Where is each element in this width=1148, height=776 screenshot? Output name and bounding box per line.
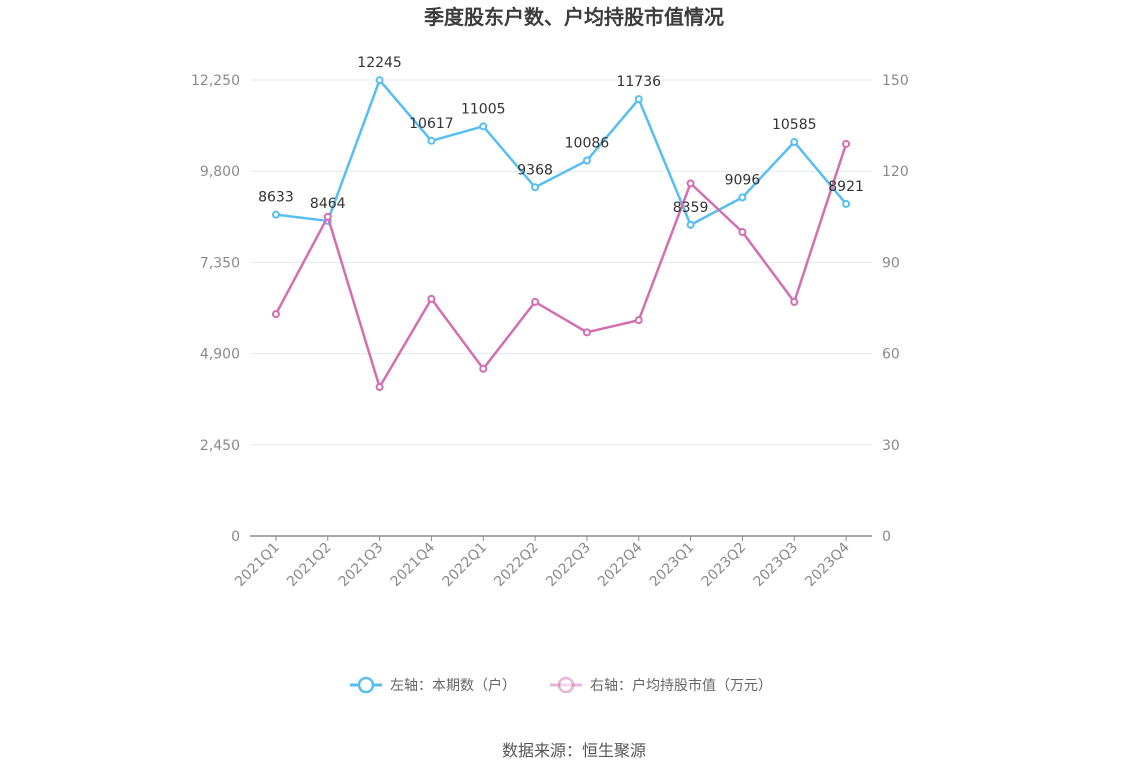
series-2-point[interactable] [323, 212, 332, 221]
right-axis-tick-label: 90 [882, 255, 900, 271]
series-1-point[interactable] [634, 95, 643, 104]
series-1-point[interactable] [427, 136, 436, 145]
left-axis-tick-label: 9,800 [200, 164, 240, 180]
right-axis-tick-label: 120 [882, 164, 909, 180]
series-line-2 [274, 143, 848, 389]
series-2-point[interactable] [271, 310, 280, 319]
x-axis-tick-label: 2023Q4 [802, 539, 853, 590]
x-axis-tick-label: 2021Q3 [336, 540, 387, 591]
series-2-point[interactable] [790, 297, 799, 306]
x-axis-tick-label: 2021Q1 [232, 540, 283, 591]
x-axis-tick-label: 2022Q1 [439, 540, 490, 591]
x-axis-tick-label: 2023Q3 [750, 540, 801, 591]
gridlines [250, 79, 872, 446]
data-label: 8633 [258, 190, 294, 206]
data-labels: 8633 8464 12245 10617 11005 9368 10086 11736 835… [258, 55, 864, 216]
legend-marker [557, 676, 575, 694]
series-line-1 [275, 78, 848, 227]
x-axis-tick-label: 2021Q2 [284, 540, 335, 591]
legend[interactable]: 左轴：本期数（户） 右轴：户均持股市值（万元） [350, 676, 772, 694]
series-1-point[interactable] [686, 220, 695, 229]
series-1-point[interactable] [738, 193, 747, 202]
data-label: 9368 [517, 162, 553, 178]
series-1-point[interactable] [790, 137, 799, 146]
series-2-point[interactable] [427, 294, 436, 303]
data-label: 9096 [725, 172, 761, 188]
left-axis-tick-label: 0 [231, 529, 240, 545]
data-label: 8359 [673, 200, 709, 216]
left-axis-tick-label: 12,250 [191, 73, 240, 89]
left-axis-tick-label: 4,900 [200, 347, 240, 363]
series-2-point[interactable] [531, 297, 540, 306]
chart-title: 季度股东户数、户均持股市值情况 [423, 5, 724, 29]
legend-item-1[interactable]: 左轴：本期数（户） [350, 676, 516, 694]
series-2-point[interactable] [479, 364, 488, 373]
left-axis-tick-label: 2,450 [200, 438, 240, 454]
series-2-point[interactable] [686, 179, 695, 188]
data-label: 10617 [409, 116, 454, 132]
data-label: 11005 [461, 101, 506, 117]
series-layer [271, 76, 851, 392]
data-label: 10585 [772, 117, 817, 133]
data-label: 11736 [616, 74, 661, 90]
x-axis-tick-label: 2022Q3 [543, 540, 594, 591]
legend-label: 左轴：本期数（户） [390, 677, 516, 694]
series-1-point[interactable] [479, 122, 488, 131]
legend-item-2[interactable]: 右轴：户均持股市值（万元） [550, 676, 772, 694]
x-axis-tick-label: 2021Q4 [388, 539, 439, 590]
series-1-point[interactable] [271, 210, 280, 219]
x-axis-tick-label: 2022Q4 [595, 539, 646, 590]
right-axis-tick-label: 30 [882, 438, 900, 454]
x-axis-tick-label: 2023Q2 [699, 540, 750, 591]
series-2-point[interactable] [375, 383, 384, 392]
series-2-point[interactable] [582, 328, 591, 337]
data-label: 12245 [357, 55, 402, 71]
data-label: 8464 [310, 196, 346, 212]
series-2-point[interactable] [634, 316, 643, 325]
legend-marker [357, 676, 375, 694]
series-1-point[interactable] [375, 76, 384, 85]
source-note: 数据来源：恒生聚源 [502, 741, 646, 760]
data-label: 8921 [828, 179, 864, 195]
series-1-point[interactable] [531, 183, 540, 192]
x-axis-tick-label: 2022Q2 [491, 540, 542, 591]
right-axis-tick-label: 150 [882, 73, 909, 89]
legend-label: 右轴：户均持股市值（万元） [590, 677, 772, 694]
left-axis-tick-label: 7,350 [200, 255, 240, 271]
series-2-point[interactable] [738, 228, 747, 236]
right-axis-tick-label: 0 [882, 529, 891, 545]
right-axis-tick-label: 60 [882, 347, 900, 363]
x-axis-tick-label: 2023Q1 [647, 540, 698, 591]
series-1-point[interactable] [582, 156, 591, 165]
series-2-point[interactable] [842, 139, 851, 148]
series-1-point[interactable] [842, 199, 851, 208]
data-label: 10086 [565, 136, 610, 152]
